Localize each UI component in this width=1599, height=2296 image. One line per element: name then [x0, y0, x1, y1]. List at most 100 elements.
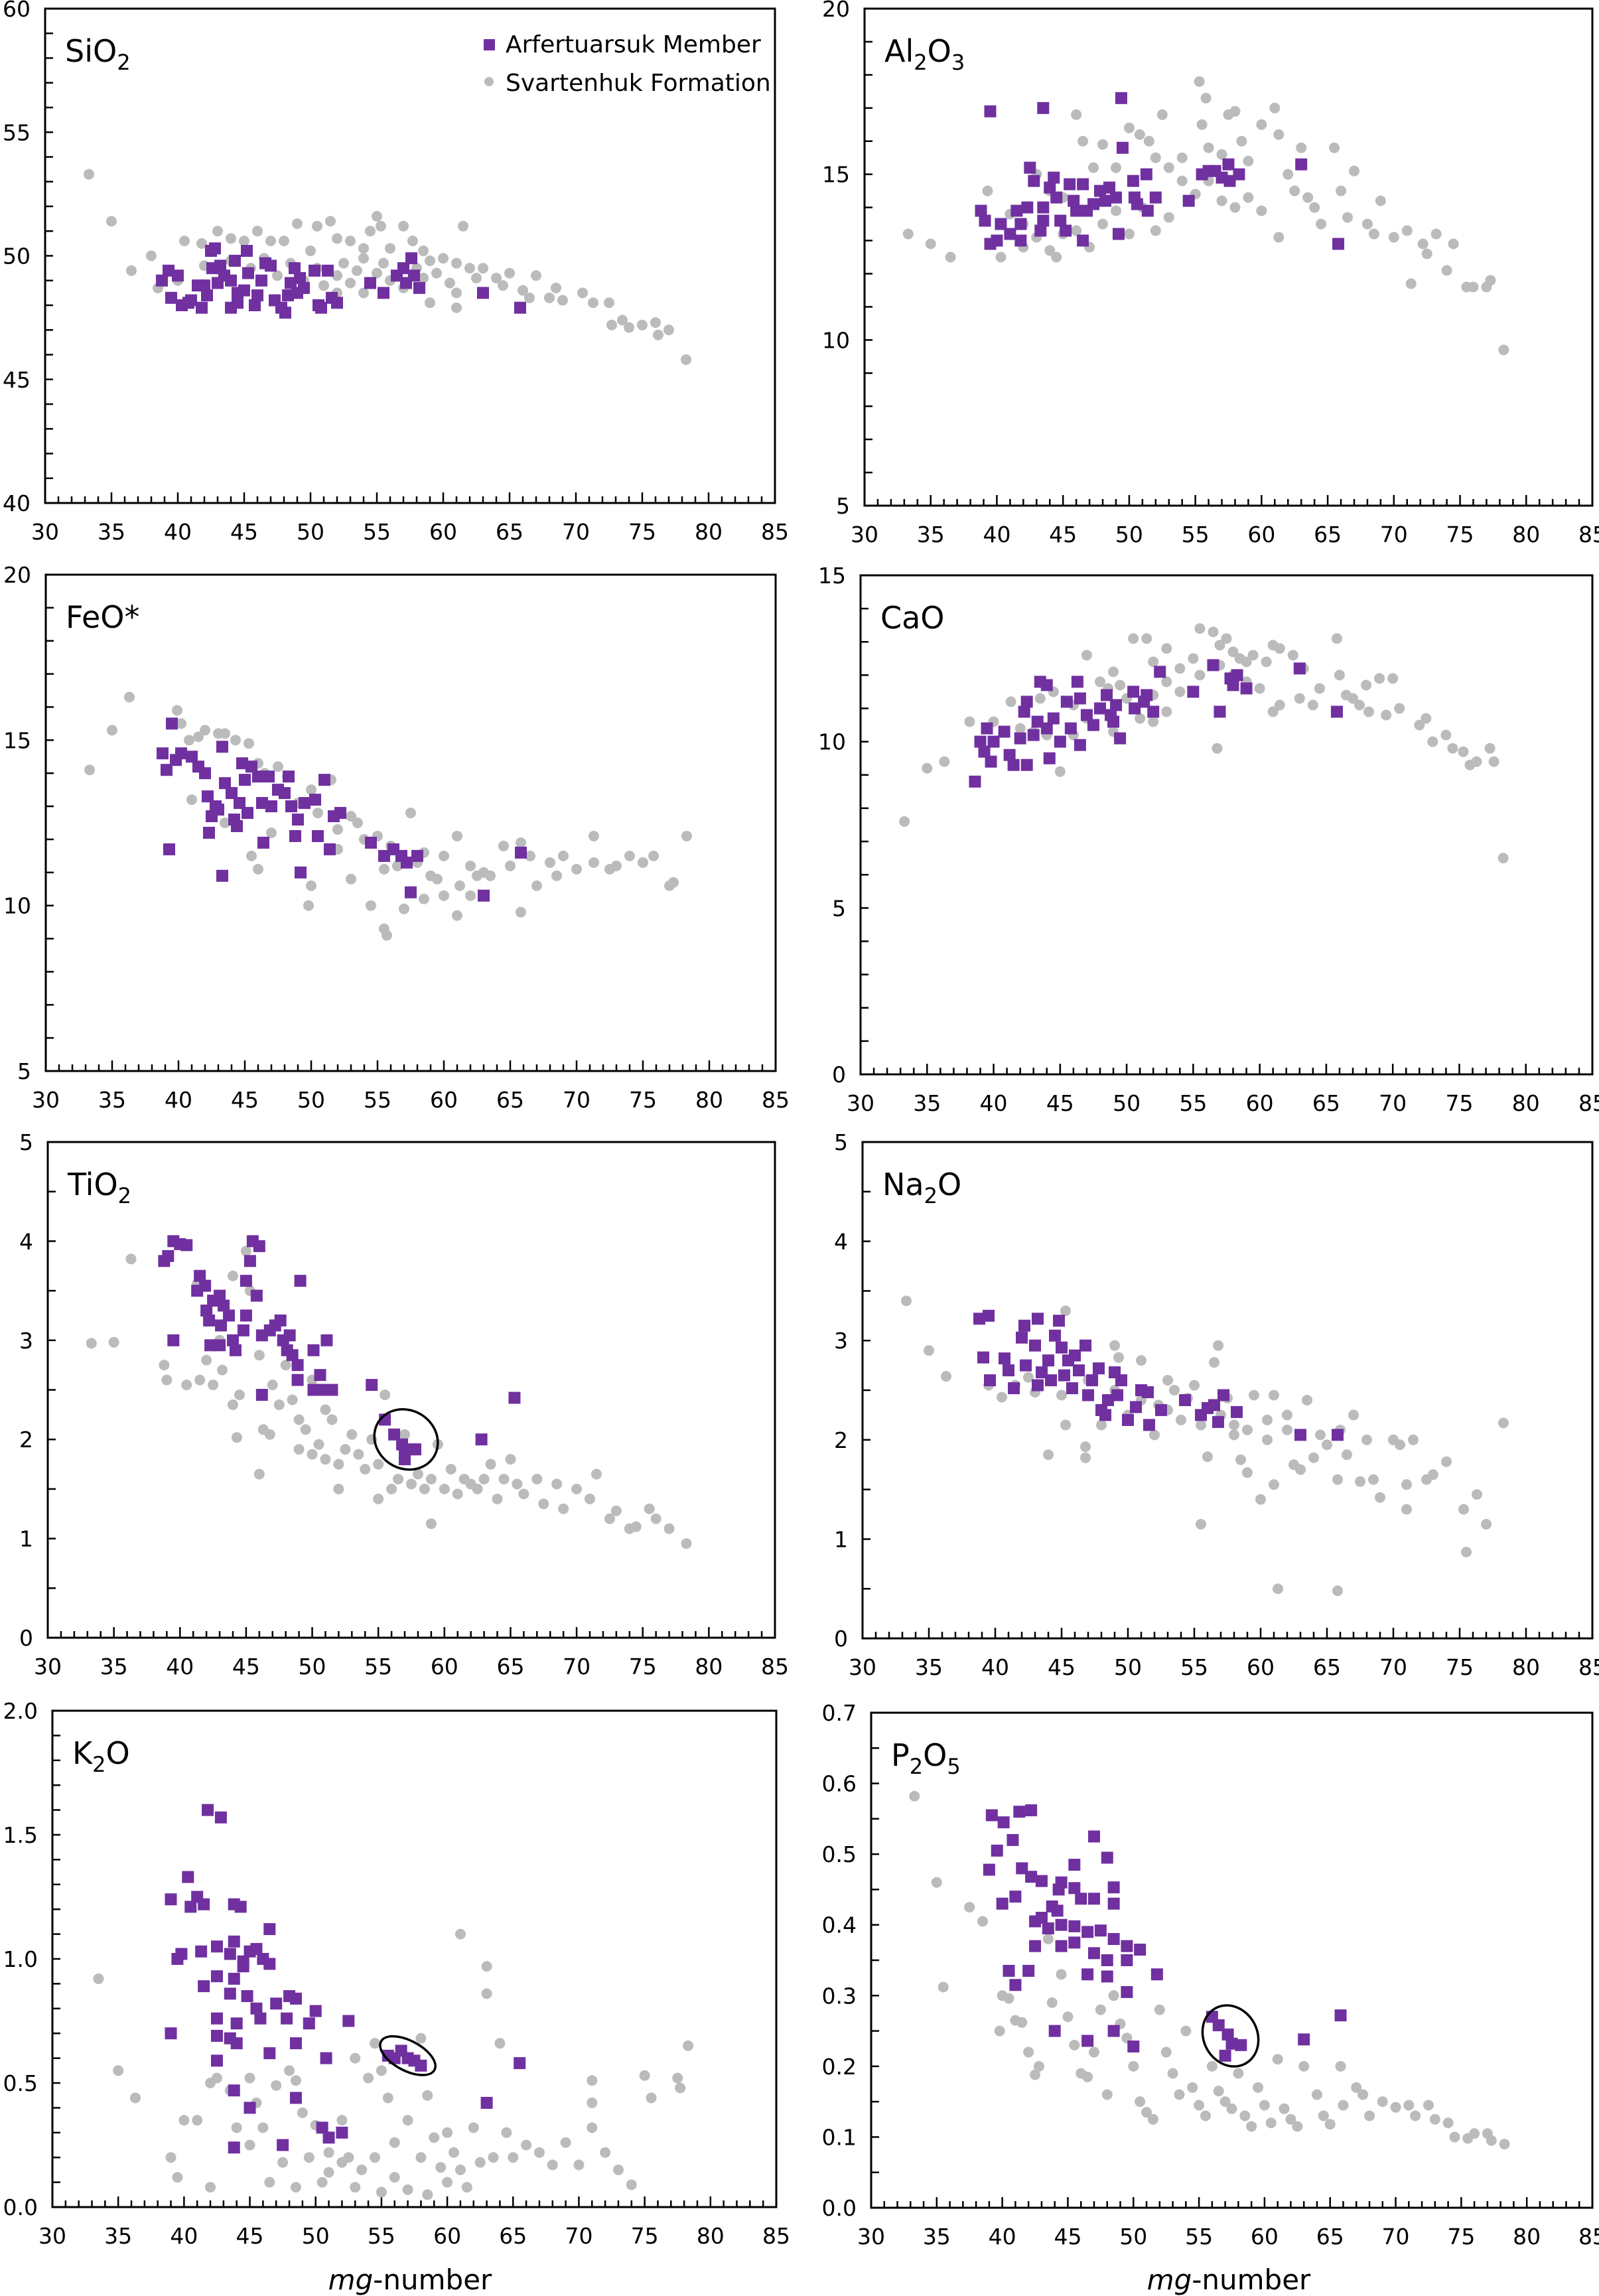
svartenhuk-point: [228, 1271, 238, 1281]
svartenhuk-point: [429, 2132, 439, 2143]
svartenhuk-point: [1236, 136, 1247, 147]
x-tick-label: 75: [1447, 2224, 1475, 2250]
svartenhuk-point: [345, 236, 356, 246]
svartenhuk-point: [1289, 186, 1300, 196]
x-axis-labels: mg-number mg-number: [328, 2263, 1311, 2296]
arfertuarsuk-point: [1041, 679, 1053, 691]
arfertuarsuk-point: [230, 1344, 242, 1356]
arfertuarsuk-point: [167, 1334, 179, 1346]
panel-p2o5: 3035404550556065707580850.00.10.20.30.40…: [822, 1700, 1599, 2250]
svartenhuk-point: [997, 1392, 1007, 1402]
arfertuarsuk-point: [1233, 169, 1245, 180]
svartenhuk-point: [1080, 1453, 1091, 1463]
x-tick-label: 65: [1316, 2224, 1344, 2250]
x-tick-label: 70: [1379, 1090, 1407, 1116]
svartenhuk-point: [964, 717, 975, 727]
svartenhuk-point: [446, 1464, 456, 1474]
svartenhuk-point: [531, 270, 541, 281]
svartenhuk-point: [426, 1474, 437, 1484]
svartenhuk-point: [1200, 2110, 1211, 2121]
arfertuarsuk-point: [172, 269, 184, 281]
svartenhuk-point: [1428, 1469, 1438, 1480]
panel-title-text: SiO: [65, 33, 117, 69]
svartenhuk-point: [1381, 710, 1391, 721]
svartenhuk-point: [1161, 2047, 1172, 2058]
svartenhuk-point: [1111, 206, 1121, 216]
arfertuarsuk-point: [1143, 1419, 1155, 1431]
arfertuarsuk-point: [1022, 1965, 1034, 1977]
svartenhuk-point: [1361, 1435, 1372, 1445]
svartenhuk-point: [1389, 232, 1399, 243]
series-arfertuarsuk: [165, 1804, 526, 2154]
x-tick-label: 30: [34, 1654, 62, 1680]
arfertuarsuk-point: [1003, 1965, 1015, 1977]
arfertuarsuk-point: [411, 850, 423, 862]
svartenhuk-point: [1161, 676, 1172, 687]
arfertuarsuk-point: [283, 770, 295, 782]
x-tick-label: 50: [1119, 2224, 1147, 2250]
svartenhuk-point: [1180, 2026, 1191, 2037]
x-tick-label: 40: [981, 1654, 1009, 1680]
series-arfertuarsuk: [983, 1804, 1347, 2062]
svartenhuk-point: [1402, 226, 1413, 236]
svartenhuk-point: [84, 169, 94, 180]
x-tick-label: 65: [1312, 1090, 1340, 1116]
panel-title: Na2O: [882, 1167, 961, 1208]
series-svartenhuk: [903, 76, 1509, 355]
x-tick-label: 30: [851, 522, 878, 547]
svartenhuk-point: [964, 1902, 975, 1912]
svartenhuk-point: [1269, 1390, 1279, 1400]
arfertuarsuk-point: [240, 1309, 252, 1321]
svartenhuk-point: [1177, 176, 1188, 186]
svartenhuk-point: [1004, 1993, 1014, 2004]
arfertuarsuk-point: [514, 302, 526, 314]
panel-k2o: 30 35 40 45 50 55 60 65 70 75 80 850.00.51.01.52.0K…: [3, 1698, 790, 2249]
svartenhuk-point: [577, 287, 588, 298]
arfertuarsuk-point: [308, 1344, 320, 1356]
arfertuarsuk-point: [244, 1255, 256, 1267]
svartenhuk-point: [1187, 2082, 1198, 2093]
svartenhuk-point: [425, 297, 435, 308]
panel-title-subscript: 2: [117, 50, 130, 75]
svartenhuk-point: [1202, 1451, 1213, 1462]
arfertuarsuk-point: [1094, 703, 1106, 715]
y-tick-label: 0: [19, 1625, 33, 1651]
svartenhuk-point: [455, 2165, 466, 2175]
svartenhuk-point: [399, 1429, 410, 1440]
arfertuarsuk-point: [228, 1973, 240, 1985]
svartenhuk-point: [1391, 2102, 1401, 2113]
arfertuarsuk-point: [365, 837, 377, 849]
svartenhuk-point: [1196, 1519, 1206, 1530]
svartenhuk-point: [538, 1498, 549, 1509]
arfertuarsuk-point: [1061, 696, 1073, 708]
svartenhuk-point: [591, 1469, 602, 1479]
svartenhuk-point: [1081, 650, 1092, 660]
x-tick-label: 40: [980, 1090, 1008, 1116]
arfertuarsuk-point: [1134, 1944, 1146, 1956]
x-tick-label: 80: [695, 519, 723, 545]
arfertuarsuk-point: [1298, 2033, 1310, 2045]
svartenhuk-point: [1481, 1519, 1492, 1530]
arfertuarsuk-point: [175, 747, 187, 759]
svartenhuk-point: [1273, 2054, 1283, 2064]
x-tick-label: 80: [1512, 522, 1540, 547]
arfertuarsuk-point: [1099, 1409, 1111, 1421]
arfertuarsuk-point: [162, 1250, 174, 1262]
series-svartenhuk: [86, 1246, 692, 1549]
svartenhuk-point: [273, 761, 283, 772]
x-tick-label: 55: [1182, 522, 1210, 547]
arfertuarsuk-point: [228, 2084, 240, 2096]
x-tick-label: 60: [430, 1087, 458, 1113]
svartenhuk-point: [1410, 2110, 1421, 2121]
svartenhuk-point: [320, 1404, 330, 1415]
plot-frame: [48, 1142, 775, 1638]
arfertuarsuk-point: [977, 1352, 989, 1364]
svartenhuk-point: [637, 320, 648, 330]
arfertuarsuk-point: [1095, 1924, 1107, 1936]
svartenhuk-point: [350, 2053, 360, 2064]
arfertuarsuk-point: [157, 747, 169, 759]
svartenhuk-point: [1221, 633, 1232, 644]
arfertuarsuk-point: [163, 843, 175, 855]
svartenhuk-point: [1144, 136, 1154, 147]
svartenhuk-point: [376, 2065, 387, 2076]
